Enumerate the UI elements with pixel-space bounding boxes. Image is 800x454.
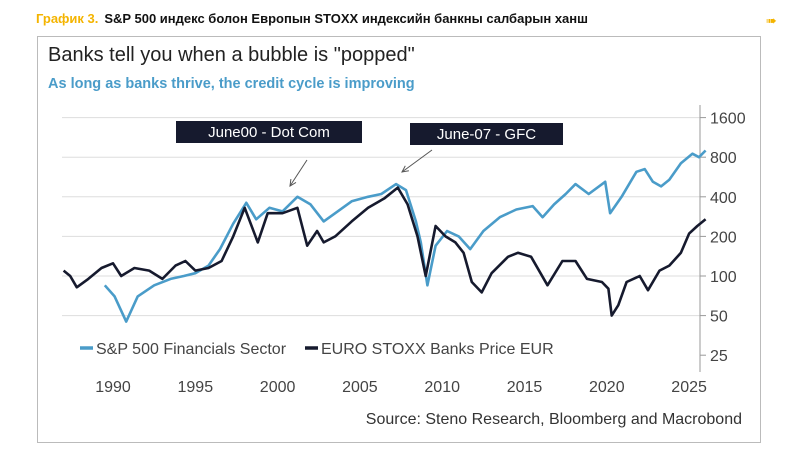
figure-label: График 3.: [36, 11, 99, 26]
x-tick-label: 2015: [507, 379, 543, 396]
source-note: Source: Steno Research, Bloomberg and Ma…: [365, 411, 742, 428]
y-tick-label: 200: [710, 229, 737, 246]
x-tick-label: 2000: [260, 379, 296, 396]
annotation-arrow: [401, 149, 433, 173]
y-tick-label: 400: [710, 190, 737, 207]
annotation-arrow: [289, 159, 308, 187]
x-tick-label: 1995: [178, 379, 214, 396]
legend-label: S&P 500 Financials Sector: [96, 341, 287, 358]
y-tick-label: 800: [710, 150, 737, 167]
arrowhead-icon: [289, 178, 297, 187]
y-tick-label: 25: [710, 348, 728, 365]
chart-title: Banks tell you when a bubble is "popped": [48, 44, 415, 66]
y-tick-label: 100: [710, 269, 737, 286]
chart-frame: [37, 36, 761, 443]
x-tick-label: 1990: [95, 379, 131, 396]
legend-label: EURO STOXX Banks Price EUR: [321, 341, 554, 358]
annotation-label: June00 - Dot Com: [208, 124, 330, 141]
x-tick-label: 2010: [424, 379, 460, 396]
x-tick-label: 2020: [589, 379, 625, 396]
arrowhead-icon: [401, 165, 409, 173]
x-tick-label: 2025: [671, 379, 707, 396]
next-arrow-icon: ➠: [766, 13, 777, 28]
figure-title: S&P 500 индекс болон Европын STOXX индек…: [104, 11, 588, 26]
chart-subtitle: As long as banks thrive, the credit cycl…: [48, 76, 415, 92]
annotation-label: June-07 - GFC: [437, 126, 536, 143]
series-line-1: [62, 186, 707, 317]
figure-caption: График 3. S&P 500 индекс болон Европын ST…: [36, 11, 588, 26]
y-tick-label: 1600: [710, 111, 746, 128]
x-tick-label: 2005: [342, 379, 378, 396]
annotation-box: [410, 123, 563, 145]
annotation-box: [176, 121, 362, 143]
y-tick-label: 50: [710, 309, 728, 326]
